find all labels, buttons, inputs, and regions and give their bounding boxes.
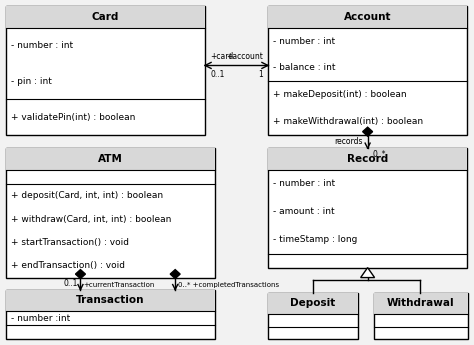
Bar — [268, 148, 467, 268]
Text: +card: +card — [210, 52, 233, 61]
Polygon shape — [363, 127, 373, 136]
Text: + endTransaction() : void: + endTransaction() : void — [11, 262, 125, 270]
Text: + validatePin(int) : boolean: + validatePin(int) : boolean — [11, 113, 135, 122]
Text: - timeStamp : long: - timeStamp : long — [273, 235, 357, 244]
Text: - number :int: - number :int — [11, 314, 70, 323]
Text: Withdrawal: Withdrawal — [387, 298, 455, 308]
Bar — [6, 289, 215, 312]
Polygon shape — [361, 268, 374, 278]
Text: Card: Card — [91, 12, 119, 22]
Bar — [6, 148, 215, 278]
Bar — [6, 289, 215, 339]
Bar — [374, 293, 468, 339]
Text: 0..* +completedTransactions: 0..* +completedTransactions — [178, 282, 279, 287]
Bar — [268, 6, 467, 28]
Bar — [6, 6, 205, 135]
Text: ATM: ATM — [98, 154, 123, 164]
Text: - amount : int: - amount : int — [273, 207, 335, 216]
Bar — [374, 293, 468, 314]
Bar — [6, 6, 205, 28]
Text: + makeWithdrawal(int) : boolean: + makeWithdrawal(int) : boolean — [273, 117, 423, 126]
Text: 0..1: 0..1 — [63, 278, 77, 287]
Bar — [268, 6, 467, 135]
Polygon shape — [170, 269, 180, 278]
Text: Deposit: Deposit — [290, 298, 336, 308]
Text: - pin : int: - pin : int — [11, 77, 52, 86]
Text: - number : int: - number : int — [11, 41, 73, 50]
Text: - number : int: - number : int — [273, 37, 335, 46]
Text: 0..1: 0..1 — [210, 70, 225, 79]
Polygon shape — [75, 269, 85, 278]
Text: + startTransaction() : void: + startTransaction() : void — [11, 238, 128, 247]
Text: +account: +account — [226, 52, 263, 61]
Text: +currentTransaction: +currentTransaction — [83, 282, 155, 287]
Text: Transaction: Transaction — [76, 295, 145, 305]
Text: Record: Record — [347, 154, 388, 164]
Bar — [268, 148, 467, 170]
Bar — [6, 148, 215, 170]
Text: records: records — [334, 137, 363, 146]
Text: - number : int: - number : int — [273, 179, 335, 188]
Text: + makeDeposit(int) : boolean: + makeDeposit(int) : boolean — [273, 90, 407, 99]
Text: 0..*: 0..* — [373, 150, 386, 159]
Text: Account: Account — [344, 12, 392, 22]
Text: - balance : int: - balance : int — [273, 63, 336, 72]
Text: + withdraw(Card, int, int) : boolean: + withdraw(Card, int, int) : boolean — [11, 215, 171, 224]
Text: 1: 1 — [258, 70, 263, 79]
Text: + deposit(Card, int, int) : boolean: + deposit(Card, int, int) : boolean — [11, 191, 163, 200]
Bar — [268, 293, 358, 314]
Bar — [268, 293, 358, 339]
